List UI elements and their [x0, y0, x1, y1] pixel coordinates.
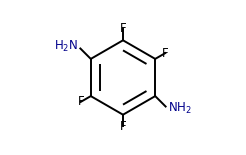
Text: F: F — [162, 47, 169, 60]
Text: H$_2$N: H$_2$N — [54, 39, 78, 55]
Text: F: F — [120, 120, 126, 133]
Text: NH$_2$: NH$_2$ — [168, 100, 192, 116]
Text: F: F — [77, 95, 84, 108]
Text: F: F — [120, 22, 126, 35]
